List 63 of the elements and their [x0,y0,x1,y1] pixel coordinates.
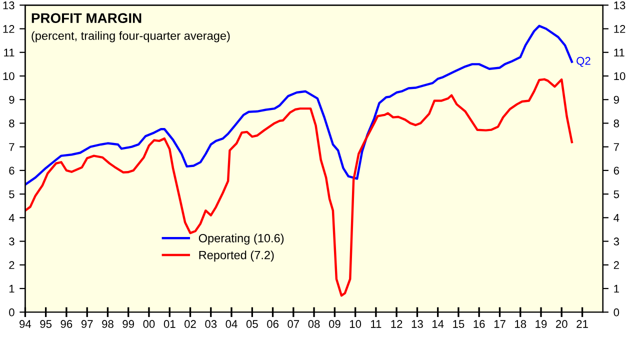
x-tick-label: 11 [371,320,382,328]
y2-tick-label: 0 [614,308,620,316]
y2-tick-label: 11 [614,48,624,56]
line-series [25,78,574,297]
y2-tick-label: 4 [614,214,620,222]
x-tick-label: 09 [328,320,340,328]
x-tick-label: 02 [184,320,196,328]
y-tick-label: 8 [9,119,14,128]
y-tick-label: 7 [9,143,14,151]
y-tick-label: 5 [9,190,14,198]
y-tick-label: 12 [3,25,14,33]
y2-tick-label: 1 [614,284,619,293]
x-tick-label: 13 [412,320,423,328]
x-tick-label: 06 [267,320,278,328]
x-tick-label: 17 [494,320,506,328]
y2-tick-label: 13 [614,1,626,10]
legend-label: Reported (7.2) [199,250,274,262]
text: (percent, trailing four-quarter average) [32,31,230,42]
x-tick-label: 14 [432,320,444,328]
y-tick-label: 0 [9,308,14,316]
y-tick-label: 2 [9,261,14,269]
annotation: Q2 [576,56,590,67]
x-tick-label: 18 [515,320,526,328]
y-tick-label: 6 [9,166,14,175]
y2-tick-label: 12 [614,25,626,33]
y-tick-label: 1 [9,284,14,293]
y-tick-label: 10 [3,72,14,80]
y-tick-label: 9 [9,96,14,104]
x-tick-label: 20 [556,320,568,328]
x-tick-label: 97 [81,320,93,328]
x-tick-label: 08 [308,320,320,328]
y2-tick-label: 5 [614,190,620,198]
legend-label: Operating (10.6) [198,234,284,245]
y-tick-label: 11 [4,48,14,56]
y-tick-label: 4 [8,214,14,222]
x-tick-label: 04 [226,320,238,328]
y2-tick-label: 9 [614,96,619,104]
x-tick-label: 07 [288,320,300,328]
line-series [25,24,574,186]
chart-title: PROFIT MARGIN [32,13,142,24]
x-tick-label: 96 [60,320,72,328]
x-tick-label: 16 [474,320,485,328]
x-tick-label: 98 [102,320,114,328]
x-tick-label: 21 [576,320,588,328]
x-tick-label: 12 [391,320,402,328]
y-tick-label: 13 [3,1,14,10]
x-tick-label: 94 [20,320,32,328]
x-tick-label: 00 [143,320,155,328]
x-tick-label: 01 [164,320,176,328]
x-tick-label: 19 [536,320,547,328]
y2-tick-label: 2 [614,261,619,269]
x-tick-label: 99 [122,320,134,328]
y2-tick-label: 7 [614,143,619,151]
y-tick-label: 3 [9,238,14,246]
y2-tick-label: 6 [614,166,620,175]
y2-tick-label: 3 [614,238,620,246]
x-tick-label: 10 [350,320,362,328]
x-tick-label: 03 [205,320,217,328]
x-tick-label: 95 [40,320,52,328]
y2-tick-label: 10 [614,72,626,80]
y2-tick-label: 8 [614,119,620,128]
x-tick-label: 15 [453,320,464,328]
x-tick-label: 05 [246,320,258,328]
